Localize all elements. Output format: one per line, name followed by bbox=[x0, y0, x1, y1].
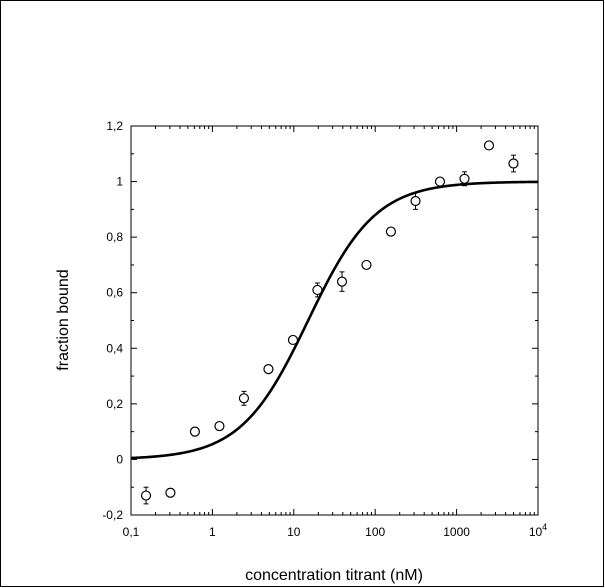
point-marker bbox=[434, 176, 446, 187]
x-tick-label: 10 bbox=[287, 525, 301, 539]
data-points-layer bbox=[140, 140, 519, 505]
point-marker bbox=[410, 195, 421, 207]
data-point bbox=[361, 259, 372, 271]
fit-curve-layer bbox=[130, 180, 539, 460]
y-tick-label: -0,2 bbox=[102, 508, 123, 522]
data-point bbox=[238, 390, 250, 406]
point-marker bbox=[165, 487, 176, 498]
data-point bbox=[312, 282, 323, 298]
data-point bbox=[483, 140, 495, 151]
point-marker bbox=[459, 173, 470, 184]
y-tick-label: 1 bbox=[116, 175, 123, 189]
x-tick-label: 0,1 bbox=[123, 525, 140, 539]
point-marker bbox=[483, 140, 495, 151]
point-marker bbox=[189, 426, 201, 437]
x-tick-label: 1000 bbox=[443, 525, 470, 539]
data-point bbox=[410, 192, 421, 210]
y-tick-label: 0,6 bbox=[106, 286, 123, 300]
y-tick-label: 0 bbox=[116, 452, 123, 466]
point-marker bbox=[385, 226, 397, 237]
point-marker bbox=[140, 490, 152, 501]
y-axis-label: fraction bound bbox=[55, 269, 72, 370]
point-marker bbox=[336, 276, 348, 287]
y-tick-label: 0,8 bbox=[106, 230, 123, 244]
data-point bbox=[287, 334, 299, 346]
point-marker bbox=[508, 158, 519, 169]
x-tick-label: 104 bbox=[529, 522, 547, 539]
data-point bbox=[385, 226, 397, 237]
y-tick-label: 0,2 bbox=[106, 397, 123, 411]
x-axis-label: concentration titrant (nM) bbox=[245, 567, 423, 584]
data-point bbox=[336, 271, 348, 292]
x-tick-label: 100 bbox=[365, 525, 385, 539]
point-marker bbox=[214, 420, 225, 432]
data-point bbox=[140, 486, 152, 505]
point-marker bbox=[238, 393, 250, 404]
fit-curve bbox=[130, 180, 539, 460]
point-marker bbox=[361, 259, 372, 271]
data-point bbox=[459, 171, 470, 187]
data-point bbox=[508, 154, 519, 173]
y-tick-label: 1,2 bbox=[106, 119, 123, 133]
y-tick-label: 0,4 bbox=[106, 341, 123, 355]
data-point bbox=[214, 420, 225, 432]
data-point bbox=[434, 176, 446, 187]
point-marker bbox=[263, 364, 274, 375]
data-point bbox=[189, 426, 201, 437]
point-marker bbox=[287, 334, 299, 346]
axis-ticks: 0,1 1 10 100 1000 104 -0,2 0 0,2 0,4 0,6 0,8 1 1,2 bbox=[102, 119, 547, 539]
data-point bbox=[263, 364, 274, 375]
point-marker bbox=[312, 284, 323, 296]
x-tick-label: 1 bbox=[209, 525, 216, 539]
data-point bbox=[165, 487, 176, 498]
